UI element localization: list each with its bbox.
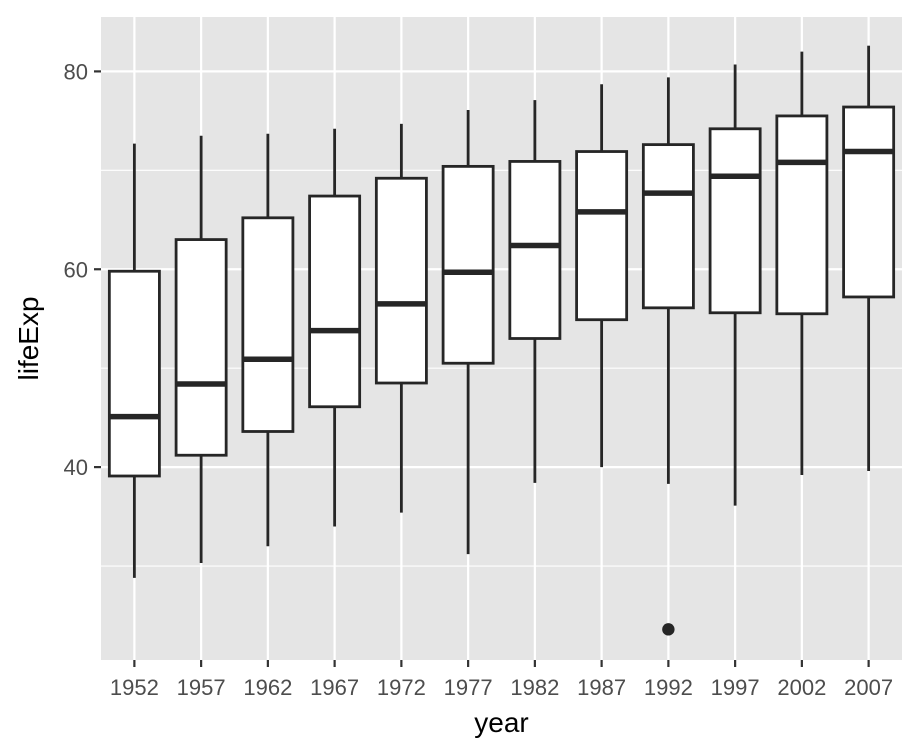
box-iqr [775,114,829,316]
box-iqr [575,150,629,322]
box-iqr [374,176,428,385]
box-1992 [641,77,695,636]
box-2002 [775,51,829,476]
y-axis: 40 60 80 [64,59,101,480]
box-series [107,45,896,636]
box-iqr [441,164,495,365]
outlier-point [662,623,675,636]
box-1967 [308,128,362,527]
x-tick-label: 1977 [444,675,493,700]
plot-panel [101,17,902,660]
box-1962 [241,133,295,547]
box-1982 [508,100,562,483]
box-2007 [842,45,896,472]
x-tick-label: 1957 [177,675,226,700]
box-iqr [842,105,896,299]
box-1977 [441,109,495,555]
y-axis-title: lifeExp [13,296,44,380]
x-tick-label: 1952 [110,675,159,700]
x-axis: 1952 1957 1962 1967 1972 1977 1982 1987 1992 1997… [110,660,893,700]
minor-gridlines [101,169,902,567]
x-tick-label: 2007 [844,675,893,700]
box-iqr [241,216,295,433]
y-tick-label: 40 [64,455,88,480]
x-tick-label: 1992 [644,675,693,700]
box-iqr [708,127,762,315]
x-tick-label: 1987 [577,675,626,700]
box-iqr [308,194,362,409]
x-tick-label: 1962 [243,675,292,700]
box-1957 [174,135,228,564]
x-tick-label: 2002 [777,675,826,700]
x-axis-title: year [474,707,528,738]
box-1972 [374,123,428,513]
x-tick-label: 1972 [377,675,426,700]
x-tick-label: 1982 [510,675,559,700]
box-1952 [107,143,161,578]
box-iqr [174,238,228,457]
box-1997 [708,64,762,506]
x-tick-label: 1967 [310,675,359,700]
x-tick-label: 1997 [711,675,760,700]
box-iqr [508,160,562,340]
box-iqr [641,143,695,310]
y-tick-label: 60 [64,257,88,282]
box-iqr [107,269,161,478]
y-tick-label: 80 [64,59,88,84]
box-1987 [575,84,629,468]
